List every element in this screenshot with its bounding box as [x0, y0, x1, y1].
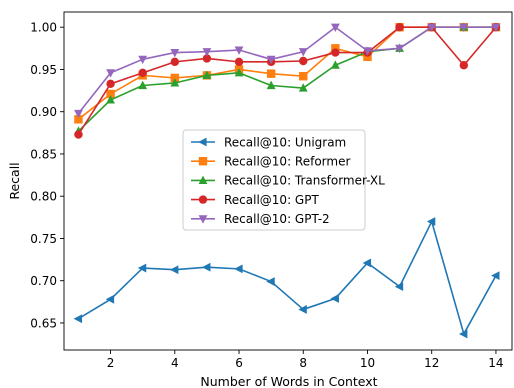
data-point	[266, 277, 275, 286]
data-point	[491, 23, 501, 33]
data-point	[266, 80, 276, 90]
data-point	[299, 56, 308, 66]
legend-marker	[198, 195, 208, 204]
data-point	[234, 68, 244, 77]
data-point	[106, 69, 115, 78]
data-point	[106, 89, 115, 99]
series-1	[73, 217, 500, 339]
legend-box	[182, 129, 366, 231]
data-point	[202, 70, 212, 79]
data-point	[395, 44, 405, 54]
data-point	[170, 48, 180, 58]
legend-entry-1: Recall@10: Unigram	[191, 135, 346, 149]
data-point	[395, 23, 404, 32]
x-axis-label: Number of Words in Context	[200, 374, 377, 388]
data-point	[170, 78, 180, 87]
legend: Recall@10: Unigram Recall@10: Reformer Rec…	[182, 129, 385, 231]
data-point	[137, 263, 147, 273]
series-2	[74, 23, 501, 124]
data-point	[74, 115, 83, 124]
y-tick-label: 0.85	[30, 147, 57, 161]
data-point	[331, 48, 340, 57]
data-point	[74, 109, 83, 119]
data-point	[459, 61, 469, 70]
data-point	[331, 44, 340, 53]
legend-entry-2: Recall@10: Reformer	[191, 155, 350, 169]
data-point	[138, 80, 148, 90]
data-point	[234, 264, 243, 274]
data-point	[170, 73, 179, 83]
series-4	[74, 23, 501, 139]
legend-label: Recall@10: Transformer-XL	[224, 174, 385, 188]
x-tick-label: 10	[360, 356, 375, 370]
legend-entry-5: Recall@10: GPT-2	[191, 212, 330, 226]
legend-label: Recall@10: GPT-2	[224, 212, 330, 226]
data-point	[330, 23, 340, 33]
legend-entry-4: Recall@10: GPT	[191, 193, 319, 207]
data-point	[298, 305, 307, 314]
data-point	[299, 72, 308, 81]
data-point	[234, 57, 244, 67]
x-tick-label: 2	[107, 356, 115, 370]
data-point	[138, 55, 148, 65]
series-5	[74, 23, 501, 119]
data-point	[458, 329, 468, 339]
x-tick-label: 12	[424, 356, 439, 370]
data-point	[202, 262, 211, 272]
x-tick-label: 6	[235, 356, 243, 370]
legend-label: Recall@10: Unigram	[224, 135, 346, 149]
data-point	[105, 294, 115, 304]
legend-marker	[198, 137, 207, 147]
plot-area	[63, 11, 513, 351]
legend-label: Recall@10: Reformer	[224, 155, 350, 169]
data-point	[330, 60, 340, 69]
data-point	[234, 46, 244, 55]
y-axis-label: Recall	[7, 162, 22, 199]
data-point	[73, 314, 83, 324]
y-tick-label: 0.75	[30, 232, 57, 246]
data-point	[363, 47, 372, 56]
data-point	[394, 282, 404, 292]
x-tick-label: 14	[488, 356, 503, 370]
y-tick-label: 0.90	[30, 105, 57, 119]
legend-marker	[198, 175, 208, 184]
data-point	[74, 130, 83, 139]
data-point	[170, 57, 179, 67]
legend-label: Recall@10: GPT	[224, 193, 319, 207]
data-point	[138, 68, 147, 78]
data-point	[266, 69, 276, 78]
data-point	[491, 271, 500, 281]
data-point	[169, 265, 179, 275]
data-point	[427, 23, 437, 33]
y-tick-label: 1.00	[30, 21, 57, 35]
legend-entry-3: Recall@10: Transformer-XL	[191, 174, 385, 188]
data-point	[298, 83, 308, 92]
data-point	[202, 54, 212, 63]
series-line	[77, 26, 496, 114]
data-point	[106, 79, 115, 89]
data-point	[106, 95, 115, 104]
data-point	[459, 23, 469, 33]
legend-marker	[198, 157, 208, 166]
y-tick-label: 0.65	[30, 316, 57, 330]
x-tick-label: 4	[171, 356, 179, 370]
data-point	[426, 217, 436, 226]
y-axis: 0.65 0.70 0.75 0.80 0.85 0.90 0.95 1.00	[30, 21, 64, 330]
data-point	[330, 294, 339, 303]
plot-frame	[63, 11, 513, 351]
y-tick-label: 0.95	[30, 63, 57, 77]
data-point	[362, 258, 372, 268]
y-tick-label: 0.80	[30, 190, 57, 204]
series-line	[78, 220, 497, 335]
data-point	[202, 48, 212, 57]
y-tick-label: 0.70	[30, 274, 57, 288]
data-point	[266, 55, 276, 65]
series-line	[77, 26, 497, 135]
x-axis: 2 4 6 8 10 12 14	[107, 350, 504, 370]
x-tick-label: 8	[299, 356, 307, 370]
data-point	[363, 52, 372, 61]
data-point	[298, 48, 308, 57]
legend-marker	[198, 215, 208, 224]
